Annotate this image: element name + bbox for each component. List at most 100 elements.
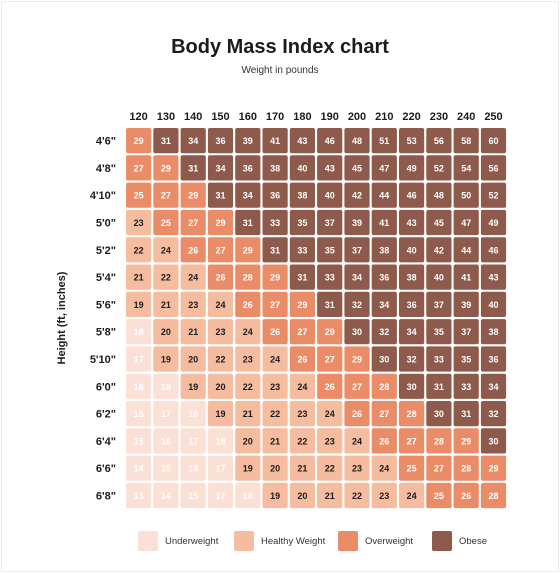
bmi-cell xyxy=(480,319,507,345)
bmi-cell xyxy=(262,346,288,372)
bmi-cell-value: 26 xyxy=(215,273,225,283)
bmi-cell-value: 26 xyxy=(243,300,253,310)
bmi-cell-value: 29 xyxy=(488,464,498,474)
bmi-cell-value: 20 xyxy=(270,464,280,474)
bmi-cell xyxy=(480,373,507,399)
bmi-cell-value: 16 xyxy=(188,464,198,474)
bmi-cell xyxy=(344,291,370,317)
legend-swatch-obese xyxy=(432,531,452,551)
bmi-cell-value: 38 xyxy=(407,273,417,283)
bmi-cell-value: 35 xyxy=(325,245,335,255)
bmi-cell xyxy=(289,319,315,345)
bmi-cell-value: 29 xyxy=(325,327,335,337)
bmi-cell xyxy=(126,346,152,372)
bmi-cell xyxy=(207,428,234,454)
bmi-cell-value: 37 xyxy=(461,327,471,337)
bmi-cell-value: 18 xyxy=(243,491,253,501)
bmi-cell-value: 27 xyxy=(407,436,417,446)
bmi-cell-value: 34 xyxy=(188,136,198,146)
bmi-cell xyxy=(371,291,397,317)
bmi-cell-value: 35 xyxy=(461,355,471,365)
bmi-cell-value: 41 xyxy=(461,273,471,283)
x-tick-label: 250 xyxy=(484,111,502,123)
bmi-cell xyxy=(207,373,234,399)
bmi-cell xyxy=(371,428,397,454)
bmi-cell xyxy=(289,373,315,399)
bmi-cell xyxy=(371,264,397,290)
bmi-cell-value: 20 xyxy=(188,355,198,365)
bmi-cell xyxy=(262,401,288,427)
bmi-cell xyxy=(235,182,261,208)
bmi-cell xyxy=(371,482,397,509)
bmi-cell xyxy=(289,237,315,263)
bmi-cell xyxy=(453,209,479,236)
bmi-cell-value: 18 xyxy=(188,409,198,419)
chart-title: Body Mass Index chart xyxy=(171,36,389,58)
bmi-cell-value: 43 xyxy=(407,218,417,228)
bmi-cell-value: 17 xyxy=(134,355,144,365)
bmi-cell-value: 25 xyxy=(407,464,417,474)
bmi-cell xyxy=(344,455,370,481)
bmi-cell xyxy=(426,291,452,317)
bmi-cell-value: 27 xyxy=(434,464,444,474)
bmi-cell-value: 24 xyxy=(188,273,198,283)
bmi-cell-value: 40 xyxy=(297,163,307,173)
bmi-cell-value: 34 xyxy=(379,300,389,310)
bmi-cell xyxy=(344,428,370,454)
bmi-cell xyxy=(453,455,479,481)
bmi-cell-value: 37 xyxy=(325,218,335,228)
x-tick-label: 180 xyxy=(293,111,311,123)
bmi-cell-value: 23 xyxy=(270,382,280,392)
bmi-cell-value: 29 xyxy=(352,355,362,365)
bmi-cell-value: 30 xyxy=(352,327,362,337)
bmi-cell xyxy=(180,182,206,208)
x-tick-label: 140 xyxy=(184,111,202,123)
bmi-cell xyxy=(317,373,343,399)
bmi-cell-value: 52 xyxy=(488,191,498,201)
bmi-cell-value: 19 xyxy=(188,382,198,392)
bmi-cell-value: 23 xyxy=(215,327,225,337)
bmi-cell xyxy=(453,291,479,317)
bmi-cell-value: 25 xyxy=(161,218,171,228)
bmi-cell-value: 51 xyxy=(379,136,389,146)
bmi-cell xyxy=(262,155,288,181)
y-tick-label: 5'8" xyxy=(96,327,116,339)
bmi-cell-value: 24 xyxy=(297,382,307,392)
bmi-cell-value: 17 xyxy=(161,409,171,419)
bmi-cell-value: 33 xyxy=(270,218,280,228)
bmi-cell-value: 38 xyxy=(270,163,280,173)
bmi-cell-value: 21 xyxy=(188,327,198,337)
bmi-cell-value: 46 xyxy=(407,191,417,201)
bmi-cell-value: 24 xyxy=(215,300,225,310)
bmi-cell xyxy=(480,128,507,154)
bmi-cell xyxy=(289,209,315,236)
bmi-cell xyxy=(262,128,288,154)
bmi-cell xyxy=(371,155,397,181)
bmi-cell xyxy=(289,401,315,427)
bmi-cell xyxy=(344,182,370,208)
bmi-cell-value: 39 xyxy=(352,218,362,228)
bmi-cell-value: 58 xyxy=(461,136,471,146)
bmi-cell xyxy=(262,264,288,290)
bmi-cell-value: 28 xyxy=(407,409,417,419)
bmi-cell xyxy=(289,264,315,290)
bmi-cell-value: 49 xyxy=(488,218,498,228)
y-tick-label: 4'6" xyxy=(96,136,116,148)
bmi-cell xyxy=(399,401,425,427)
bmi-cell xyxy=(180,482,206,509)
bmi-cell-value: 34 xyxy=(215,163,225,173)
bmi-cell xyxy=(180,209,206,236)
bmi-cell xyxy=(180,346,206,372)
bmi-cell-value: 31 xyxy=(161,136,171,146)
bmi-cell xyxy=(235,128,261,154)
y-tick-label: 4'10" xyxy=(90,190,116,202)
bmi-cell xyxy=(235,155,261,181)
y-tick-label: 6'6" xyxy=(96,463,116,475)
bmi-cell-value: 14 xyxy=(161,491,171,501)
bmi-cell-value: 33 xyxy=(297,245,307,255)
bmi-cell-value: 27 xyxy=(188,218,198,228)
legend-label-healthy: Healthy Weight xyxy=(261,535,326,547)
bmi-cell xyxy=(235,346,261,372)
bmi-cell xyxy=(235,401,261,427)
x-tick-label: 160 xyxy=(239,111,257,123)
